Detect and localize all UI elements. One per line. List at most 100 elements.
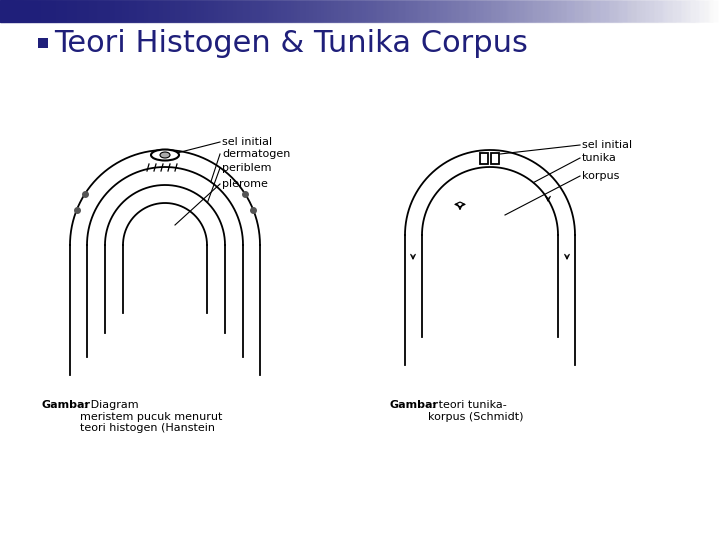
Bar (83, 0, 84, 22)
Bar (62, 0, 63, 22)
Bar (284, 0, 285, 22)
Bar (296, 0, 297, 22)
Bar (623, 0, 624, 22)
Bar (689, 0, 690, 22)
Bar (591, 0, 592, 22)
Bar (121, 0, 122, 22)
Bar (460, 0, 461, 22)
Bar (661, 0, 662, 22)
Bar (180, 0, 181, 22)
Bar (275, 0, 276, 22)
Bar (243, 0, 244, 22)
Bar (179, 0, 180, 22)
Bar (188, 0, 189, 22)
Bar (572, 0, 573, 22)
Bar (453, 0, 454, 22)
Bar (451, 0, 452, 22)
Bar (716, 0, 717, 22)
Bar (46, 0, 47, 22)
Bar (209, 0, 210, 22)
Bar (701, 0, 702, 22)
Bar (318, 0, 319, 22)
Bar (320, 0, 321, 22)
Bar (614, 0, 615, 22)
Bar (599, 0, 600, 22)
Bar (167, 0, 168, 22)
Bar (195, 0, 196, 22)
Bar (103, 0, 104, 22)
Bar (508, 0, 509, 22)
Bar (576, 0, 577, 22)
Bar (22, 0, 23, 22)
Bar (540, 0, 541, 22)
Bar (562, 0, 563, 22)
Bar (146, 0, 147, 22)
Bar (509, 0, 510, 22)
Bar (554, 0, 555, 22)
Bar (47, 0, 48, 22)
Bar (19, 0, 20, 22)
Bar (66, 0, 67, 22)
Bar (404, 0, 405, 22)
Bar (73, 0, 74, 22)
Bar (295, 0, 296, 22)
Bar (239, 0, 240, 22)
Bar (552, 0, 553, 22)
Bar (660, 0, 661, 22)
Bar (319, 0, 320, 22)
Bar (155, 0, 156, 22)
Bar (189, 0, 190, 22)
Bar (392, 0, 393, 22)
Bar (395, 0, 396, 22)
Bar (306, 0, 307, 22)
Bar (134, 0, 135, 22)
Bar (198, 0, 199, 22)
Bar (118, 0, 119, 22)
Bar (298, 0, 299, 22)
Bar (338, 0, 339, 22)
Bar (252, 0, 253, 22)
Bar (458, 0, 459, 22)
Bar (539, 0, 540, 22)
Bar (542, 0, 543, 22)
Bar (257, 0, 258, 22)
Bar (89, 0, 90, 22)
Bar (28, 0, 29, 22)
Bar (321, 0, 322, 22)
Bar (365, 0, 366, 22)
Bar (561, 0, 562, 22)
Bar (258, 0, 259, 22)
Bar (657, 0, 658, 22)
Bar (448, 0, 449, 22)
Bar (352, 0, 353, 22)
Bar (6, 0, 7, 22)
Bar (482, 0, 483, 22)
Bar (600, 0, 601, 22)
Bar (668, 0, 669, 22)
Bar (698, 0, 699, 22)
Bar (217, 0, 218, 22)
Bar (341, 0, 342, 22)
Bar (147, 0, 148, 22)
Bar (640, 0, 641, 22)
Bar (8, 0, 9, 22)
Bar (264, 0, 265, 22)
Bar (713, 0, 714, 22)
Bar (332, 0, 333, 22)
Bar (380, 0, 381, 22)
Bar (346, 0, 347, 22)
Bar (86, 0, 87, 22)
Bar (481, 0, 482, 22)
Bar (97, 0, 98, 22)
Bar (499, 0, 500, 22)
Bar (669, 0, 670, 22)
Bar (223, 0, 224, 22)
Bar (438, 0, 439, 22)
Bar (31, 0, 32, 22)
Bar (433, 0, 434, 22)
Bar (17, 0, 18, 22)
Bar (280, 0, 281, 22)
Bar (510, 0, 511, 22)
Bar (109, 0, 110, 22)
Bar (172, 0, 173, 22)
